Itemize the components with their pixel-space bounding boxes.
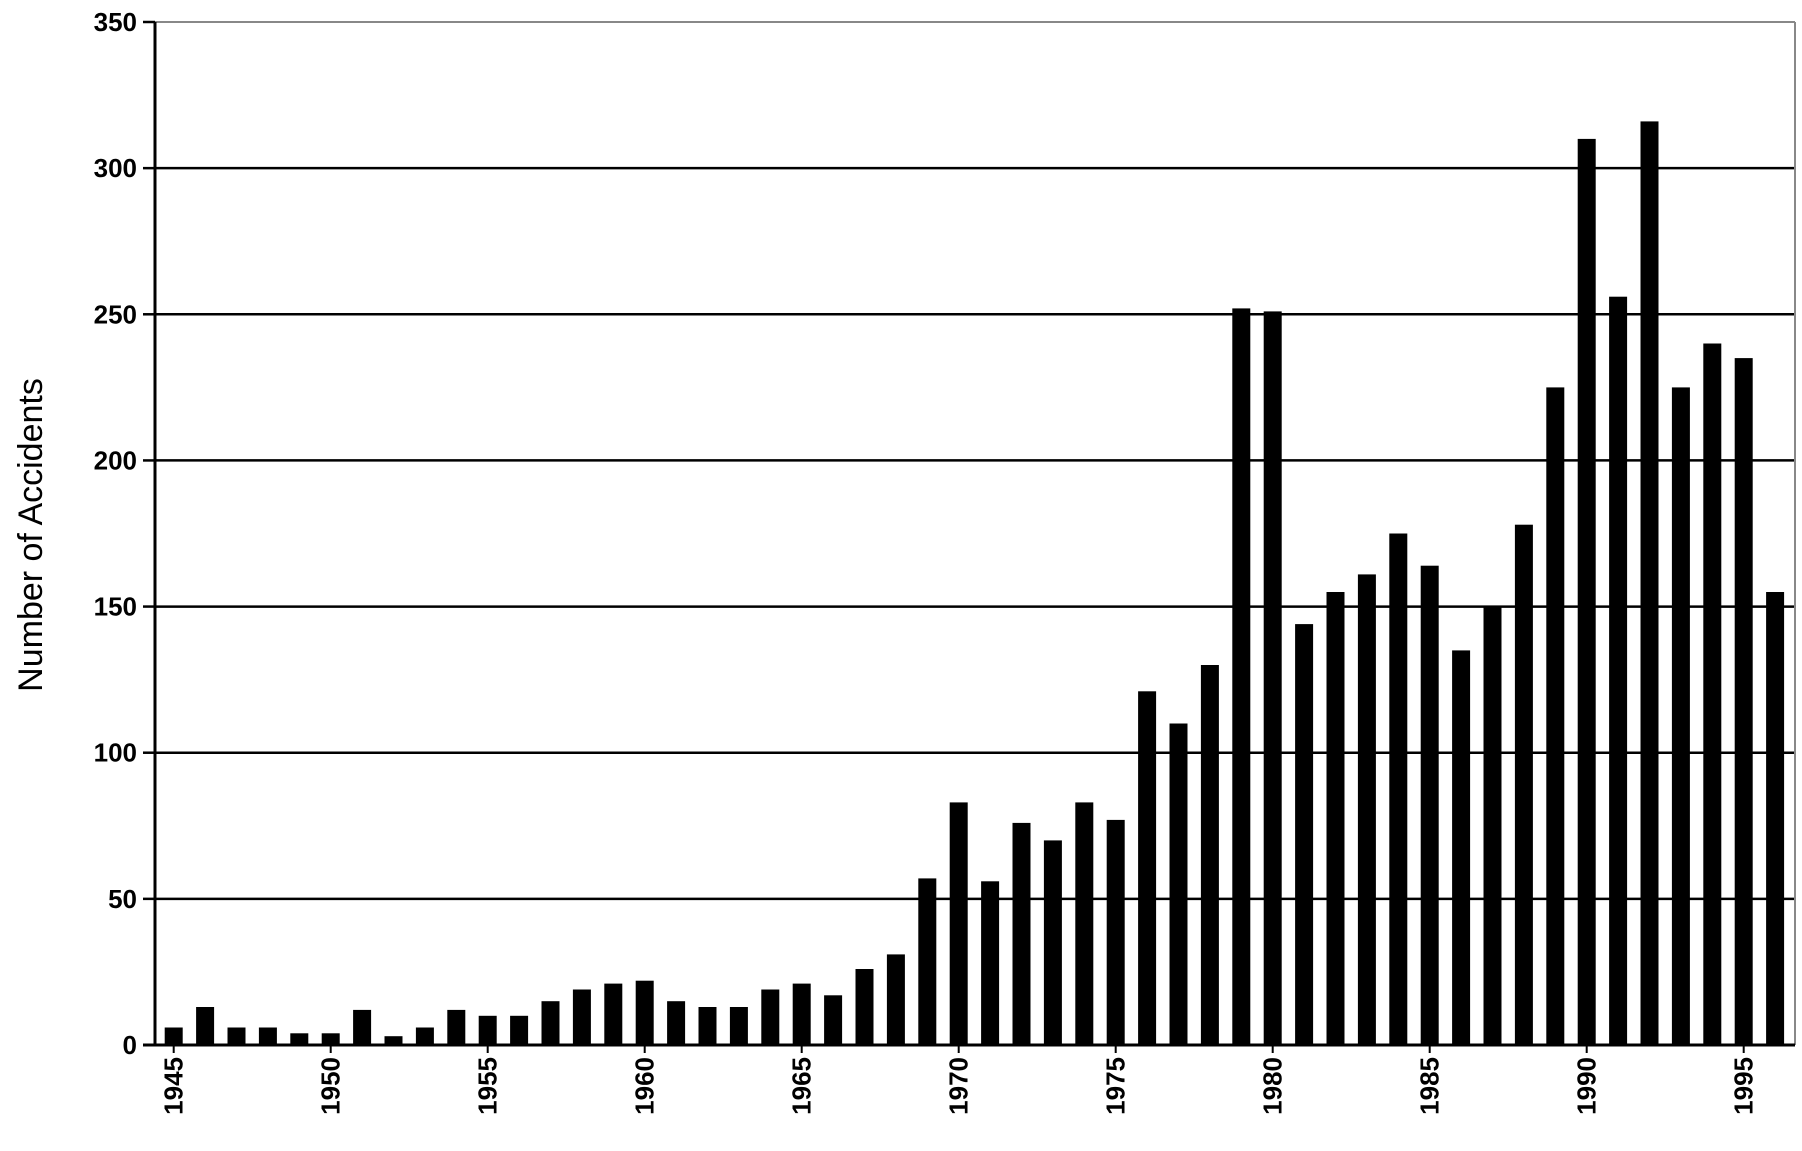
bar-1956	[510, 1015, 529, 1045]
y-axis-title: Number of Accidents	[12, 378, 50, 692]
bar-1995	[1734, 358, 1753, 1046]
axes	[143, 20, 1796, 1053]
x-tick-label-1990: 1990	[1572, 1057, 1602, 1115]
bar-1987	[1483, 606, 1502, 1045]
y-tick-label-0: 0	[123, 1030, 137, 1060]
bar-1985	[1420, 565, 1439, 1045]
bar-1970	[949, 802, 968, 1045]
x-tick-label-1995: 1995	[1729, 1057, 1759, 1115]
bar-1960	[635, 980, 654, 1045]
bar-1975	[1106, 819, 1125, 1045]
bar-1952	[384, 1036, 403, 1045]
bar-1964	[761, 989, 780, 1045]
bar-1983	[1357, 574, 1376, 1045]
bar-1976	[1138, 691, 1157, 1045]
y-tick-label-150: 150	[94, 592, 137, 622]
bar-1962	[698, 1007, 717, 1045]
bar-1993	[1671, 387, 1690, 1045]
x-tick-labels: 1945 1950 1955 1960 1965 1970 1975 1980 1985 1990…	[159, 1057, 1759, 1115]
x-tick-label-1970: 1970	[944, 1057, 974, 1115]
bar-1965	[792, 983, 811, 1045]
bar-1974	[1075, 802, 1094, 1045]
bar-1963	[729, 1007, 748, 1045]
y-tick-label-200: 200	[94, 445, 137, 475]
bar-1967	[855, 969, 874, 1045]
bar-1984	[1389, 533, 1408, 1045]
y-tick-label-50: 50	[108, 884, 137, 914]
bar-1991	[1609, 296, 1628, 1045]
bar-1981	[1295, 624, 1314, 1045]
y-tick-labels: 0 50 100 150 200 250 300 350	[94, 7, 137, 1060]
bar-1979	[1232, 308, 1251, 1045]
bar-1989	[1546, 387, 1565, 1045]
x-tick-label-1980: 1980	[1258, 1057, 1288, 1115]
bar-1980	[1263, 311, 1282, 1045]
y-tick-label-100: 100	[94, 738, 137, 768]
bar-1949	[290, 1033, 309, 1045]
x-tick-label-1945: 1945	[159, 1057, 189, 1115]
bar-1982	[1326, 592, 1345, 1045]
bar-1948	[258, 1027, 277, 1045]
x-tick-label-1950: 1950	[316, 1057, 346, 1115]
bar-1951	[353, 1009, 372, 1045]
bar-1968	[886, 954, 905, 1045]
bar-1947	[227, 1027, 246, 1045]
bar-1996	[1766, 592, 1785, 1045]
y-tick-label-300: 300	[94, 153, 137, 183]
bar-1969	[918, 878, 937, 1045]
bars	[164, 121, 1785, 1046]
x-tick-label-1955: 1955	[473, 1057, 503, 1115]
bar-1972	[1012, 822, 1031, 1045]
x-tick-label-1985: 1985	[1415, 1057, 1445, 1115]
bar-1990	[1577, 138, 1596, 1045]
bar-1988	[1514, 524, 1533, 1045]
bar-1959	[604, 983, 623, 1045]
bar-1973	[1043, 840, 1062, 1045]
y-tick-label-350: 350	[94, 7, 137, 37]
bar-1958	[572, 989, 591, 1045]
bar-1992	[1640, 121, 1659, 1045]
bar-1994	[1703, 343, 1722, 1045]
bar-1986	[1452, 650, 1471, 1045]
bar-1966	[824, 995, 843, 1045]
bar-1955	[478, 1015, 497, 1045]
bar-1977	[1169, 723, 1188, 1045]
x-tick-label-1975: 1975	[1101, 1057, 1131, 1115]
x-tick-label-1965: 1965	[787, 1057, 817, 1115]
bar-1971	[981, 881, 1000, 1045]
bar-1978	[1200, 665, 1219, 1045]
bar-1946	[196, 1007, 215, 1045]
bar-1957	[541, 1001, 560, 1045]
bar-1950	[321, 1033, 340, 1045]
y-tick-label-250: 250	[94, 299, 137, 329]
bar-1945	[164, 1027, 183, 1045]
bar-1961	[667, 1001, 686, 1045]
bar-1954	[447, 1009, 466, 1045]
x-tick-label-1960: 1960	[630, 1057, 660, 1115]
bar-1953	[415, 1027, 434, 1045]
